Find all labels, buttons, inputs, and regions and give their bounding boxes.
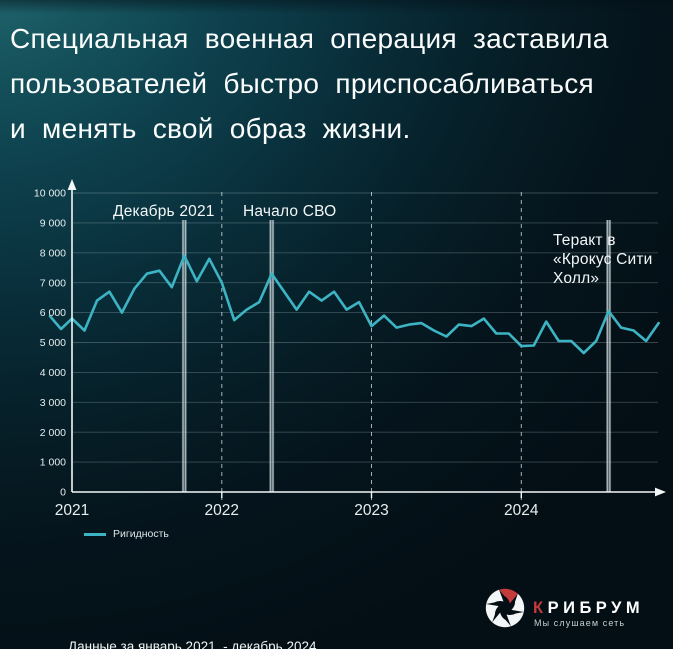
logo-blade [492, 612, 511, 628]
kribrum-logo: КРИБРУМ Мы слушаем сеть [481, 582, 666, 638]
annotation-crocus-attack: Теракт в «Крокус Сити Холл» [553, 232, 653, 287]
year-divider-lines [221, 192, 522, 500]
rigidity-line [48, 254, 660, 355]
brand-rest: РИБРУМ [547, 599, 645, 617]
y-tick-label: 8 000 [40, 247, 66, 259]
logo-blade [511, 593, 525, 612]
axes [67, 179, 666, 497]
y-tick-label: 7 000 [40, 277, 66, 289]
x-axis-arrow-icon [655, 487, 666, 497]
title-line-1: Специальная военная операция заставила [10, 23, 609, 54]
annotation-december-2021: Декабрь 2021 [113, 203, 215, 220]
title-line-2: пользователей быстро приспосабливаться [10, 68, 594, 99]
y-tick-label: 9 000 [40, 218, 66, 230]
x-axis-year-labels: 2021 2022 2023 2024 [55, 502, 539, 519]
legend-line-swatch-icon [84, 532, 106, 536]
brand-name: КРИБРУМ [533, 599, 644, 618]
legend-label: Ригидность [113, 528, 169, 540]
brand-first-letter: К [533, 599, 548, 617]
x-year-label: 2022 [205, 502, 239, 519]
y-tick-label: 3 000 [40, 397, 66, 409]
y-tick-label: 5 000 [40, 337, 66, 349]
logo-blade [485, 604, 499, 623]
event-marker-bars [181, 220, 612, 492]
pinwheel-logo-icon [485, 588, 525, 628]
y-axis-tick-labels: 0 1 000 2 000 3 000 4 000 5 000 6 000 7 000 8 00… [34, 188, 66, 499]
gridlines [73, 192, 658, 463]
y-tick-label: 0 [60, 487, 66, 499]
logo-blade-red [499, 588, 518, 604]
brand-tagline: Мы слушаем сеть [534, 618, 626, 628]
y-tick-label: 2 000 [40, 427, 66, 439]
y-tick-label: 6 000 [40, 307, 66, 319]
x-year-label: 2024 [504, 502, 539, 519]
logo-blade [486, 589, 504, 605]
annotation-svo-start: Начало СВО [243, 203, 337, 220]
x-year-label: 2023 [354, 502, 388, 519]
logo-blade [506, 611, 524, 627]
y-axis-arrow-icon [67, 179, 77, 190]
event-marker-bar [606, 220, 612, 492]
x-year-label: 2021 [55, 502, 89, 519]
data-period-note: Данные за январь 2021 - декабрь 2024 [68, 639, 317, 649]
y-tick-label: 4 000 [40, 367, 66, 379]
page-title: Специальная военная операция заставила п… [10, 16, 665, 151]
y-tick-label: 1 000 [40, 457, 66, 469]
footer-notes: Данные за январь 2021 - декабрь 2024 Ист… [68, 589, 317, 649]
title-line-3: и менять свой образ жизни. [10, 113, 411, 144]
event-marker-bar [269, 220, 275, 492]
y-tick-label: 10 000 [34, 188, 66, 200]
chart-legend: Ригидность [84, 528, 169, 540]
event-marker-bar [181, 220, 187, 492]
